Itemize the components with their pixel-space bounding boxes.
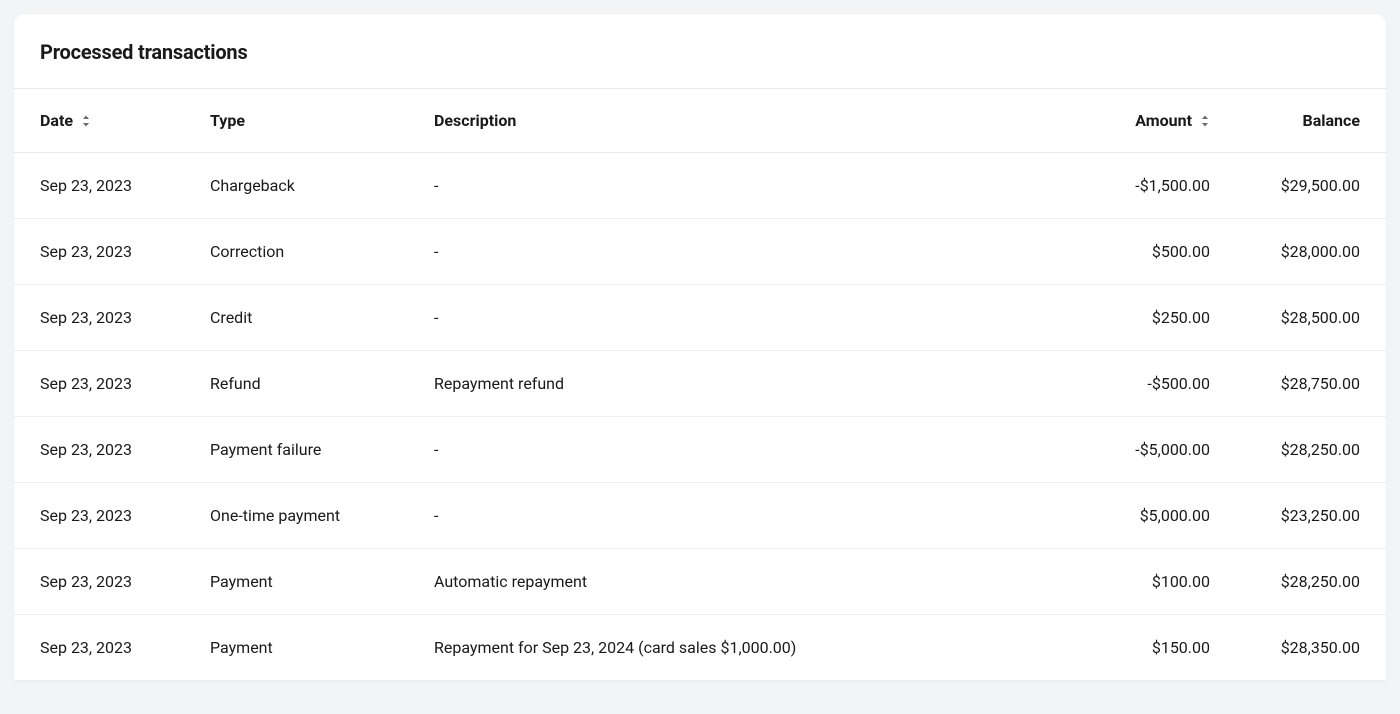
cell-description: - [434, 285, 1020, 351]
cell-balance: $28,350.00 [1210, 615, 1386, 681]
column-header-type[interactable]: Type [210, 89, 434, 153]
table-row[interactable]: Sep 23, 2023RefundRepayment refund-$500.… [14, 351, 1386, 417]
cell-description: - [434, 483, 1020, 549]
table-row[interactable]: Sep 23, 2023PaymentAutomatic repayment$1… [14, 549, 1386, 615]
cell-amount: $5,000.00 [1020, 483, 1210, 549]
cell-date: Sep 23, 2023 [14, 219, 210, 285]
sort-icon [1200, 114, 1210, 128]
cell-date: Sep 23, 2023 [14, 285, 210, 351]
cell-amount: $150.00 [1020, 615, 1210, 681]
column-label: Description [434, 111, 516, 130]
cell-description: Repayment refund [434, 351, 1020, 417]
cell-balance: $28,500.00 [1210, 285, 1386, 351]
cell-type: One-time payment [210, 483, 434, 549]
cell-amount: -$500.00 [1020, 351, 1210, 417]
cell-date: Sep 23, 2023 [14, 615, 210, 681]
column-header-amount[interactable]: Amount [1020, 89, 1210, 153]
card-title: Processed transactions [40, 40, 1360, 64]
cell-description: Automatic repayment [434, 549, 1020, 615]
table-row[interactable]: Sep 23, 2023PaymentRepayment for Sep 23,… [14, 615, 1386, 681]
table-header-row: Date Type [14, 89, 1386, 153]
column-label: Type [210, 111, 245, 130]
cell-type: Chargeback [210, 153, 434, 219]
sort-icon [81, 114, 91, 128]
cell-balance: $28,750.00 [1210, 351, 1386, 417]
table-row[interactable]: Sep 23, 2023Credit-$250.00$28,500.00 [14, 285, 1386, 351]
transactions-table: Date Type [14, 88, 1386, 681]
cell-amount: $500.00 [1020, 219, 1210, 285]
cell-balance: $28,250.00 [1210, 417, 1386, 483]
transactions-card: Processed transactions Date [14, 14, 1386, 681]
column-label: Balance [1302, 111, 1360, 130]
column-header-balance[interactable]: Balance [1210, 89, 1386, 153]
column-header-description[interactable]: Description [434, 89, 1020, 153]
cell-amount: $100.00 [1020, 549, 1210, 615]
table-row[interactable]: Sep 23, 2023Correction-$500.00$28,000.00 [14, 219, 1386, 285]
cell-description: - [434, 219, 1020, 285]
table-row[interactable]: Sep 23, 2023Chargeback--$1,500.00$29,500… [14, 153, 1386, 219]
cell-type: Payment [210, 549, 434, 615]
cell-amount: -$5,000.00 [1020, 417, 1210, 483]
cell-date: Sep 23, 2023 [14, 153, 210, 219]
cell-balance: $28,000.00 [1210, 219, 1386, 285]
cell-balance: $23,250.00 [1210, 483, 1386, 549]
cell-date: Sep 23, 2023 [14, 549, 210, 615]
column-label: Amount [1135, 111, 1192, 130]
column-header-date[interactable]: Date [14, 89, 210, 153]
cell-balance: $28,250.00 [1210, 549, 1386, 615]
cell-description: - [434, 417, 1020, 483]
cell-date: Sep 23, 2023 [14, 351, 210, 417]
table-row[interactable]: Sep 23, 2023Payment failure--$5,000.00$2… [14, 417, 1386, 483]
cell-amount: -$1,500.00 [1020, 153, 1210, 219]
cell-balance: $29,500.00 [1210, 153, 1386, 219]
cell-type: Payment failure [210, 417, 434, 483]
cell-date: Sep 23, 2023 [14, 483, 210, 549]
cell-date: Sep 23, 2023 [14, 417, 210, 483]
column-label: Date [40, 111, 73, 130]
cell-type: Refund [210, 351, 434, 417]
cell-type: Correction [210, 219, 434, 285]
table-row[interactable]: Sep 23, 2023One-time payment-$5,000.00$2… [14, 483, 1386, 549]
cell-type: Payment [210, 615, 434, 681]
cell-description: - [434, 153, 1020, 219]
cell-amount: $250.00 [1020, 285, 1210, 351]
cell-type: Credit [210, 285, 434, 351]
card-header: Processed transactions [14, 14, 1386, 88]
cell-description: Repayment for Sep 23, 2024 (card sales $… [434, 615, 1020, 681]
